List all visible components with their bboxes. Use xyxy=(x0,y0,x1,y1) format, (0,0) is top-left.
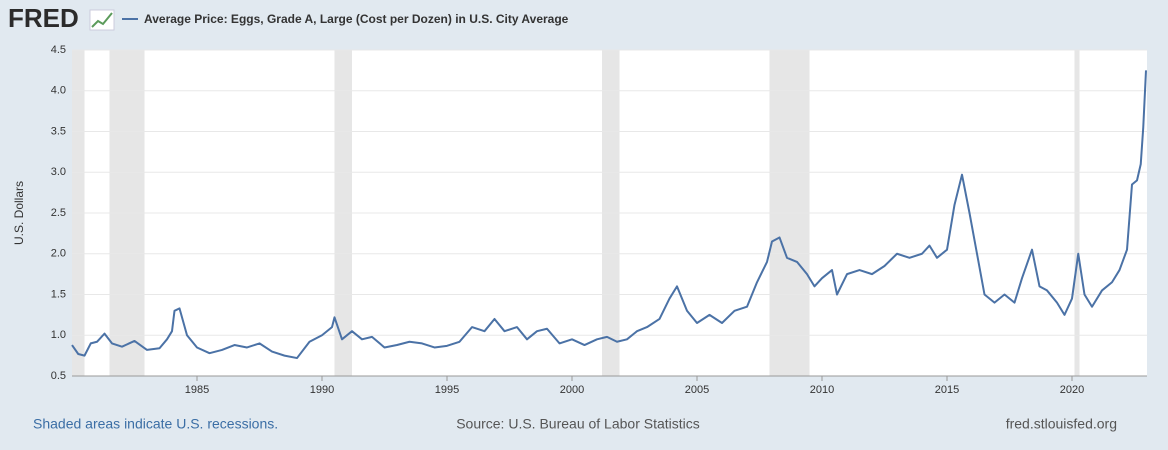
site[interactable]: fred.stlouisfed.org xyxy=(1006,416,1117,432)
y-axis-label: U.S. Dollars xyxy=(12,181,26,245)
x-tick-label: 2015 xyxy=(935,384,959,396)
source: Source: U.S. Bureau of Labor Statistics xyxy=(456,416,700,432)
y-tick-label: 2.5 xyxy=(51,207,66,219)
y-tick-label: 4.0 xyxy=(51,85,66,97)
y-tick-label: 3.0 xyxy=(51,166,66,178)
y-tick-label: 2.0 xyxy=(51,248,66,260)
y-tick-label: 0.5 xyxy=(51,370,66,382)
logo-icon xyxy=(89,9,115,31)
y-tick-label: 4.5 xyxy=(51,44,66,56)
x-tick-label: 2005 xyxy=(685,384,709,396)
x-tick-label: 1990 xyxy=(310,384,334,396)
logo: FRED xyxy=(8,3,79,33)
x-tick-label: 2000 xyxy=(560,384,584,396)
legend-label: Average Price: Eggs, Grade A, Large (Cos… xyxy=(144,12,569,26)
y-tick-label: 1.0 xyxy=(51,329,66,341)
recession-note[interactable]: Shaded areas indicate U.S. recessions. xyxy=(33,416,278,432)
x-tick-label: 1985 xyxy=(185,384,209,396)
y-tick-label: 1.5 xyxy=(51,288,66,300)
y-tick-label: 3.5 xyxy=(51,125,66,137)
x-tick-label: 2010 xyxy=(810,384,834,396)
x-tick-label: 1995 xyxy=(435,384,459,396)
x-tick-label: 2020 xyxy=(1060,384,1084,396)
data-line xyxy=(71,70,1147,360)
